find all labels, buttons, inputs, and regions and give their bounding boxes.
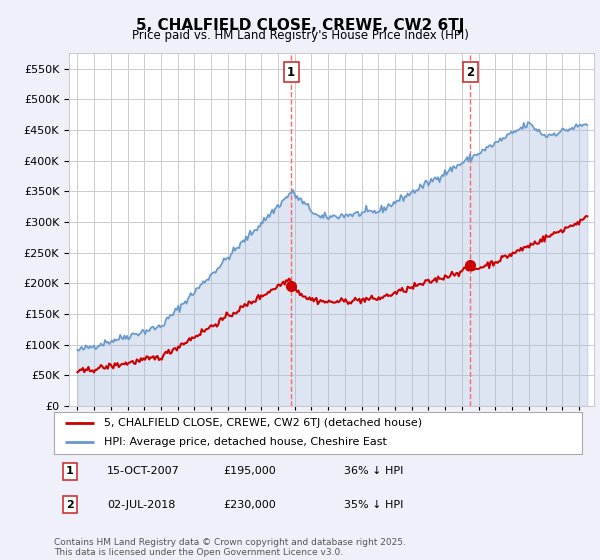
Text: 02-JUL-2018: 02-JUL-2018 bbox=[107, 500, 175, 510]
Text: 1: 1 bbox=[66, 466, 74, 476]
Text: 2: 2 bbox=[66, 500, 74, 510]
Text: 5, CHALFIELD CLOSE, CREWE, CW2 6TJ (detached house): 5, CHALFIELD CLOSE, CREWE, CW2 6TJ (deta… bbox=[104, 418, 422, 428]
Text: Contains HM Land Registry data © Crown copyright and database right 2025.
This d: Contains HM Land Registry data © Crown c… bbox=[54, 538, 406, 557]
Text: 36% ↓ HPI: 36% ↓ HPI bbox=[344, 466, 404, 476]
Text: £195,000: £195,000 bbox=[223, 466, 276, 476]
Text: HPI: Average price, detached house, Cheshire East: HPI: Average price, detached house, Ches… bbox=[104, 437, 387, 447]
Text: £230,000: £230,000 bbox=[223, 500, 276, 510]
Text: 5, CHALFIELD CLOSE, CREWE, CW2 6TJ: 5, CHALFIELD CLOSE, CREWE, CW2 6TJ bbox=[136, 18, 464, 33]
Text: 1: 1 bbox=[287, 66, 295, 78]
Text: Price paid vs. HM Land Registry's House Price Index (HPI): Price paid vs. HM Land Registry's House … bbox=[131, 29, 469, 42]
Text: 35% ↓ HPI: 35% ↓ HPI bbox=[344, 500, 404, 510]
Text: 15-OCT-2007: 15-OCT-2007 bbox=[107, 466, 179, 476]
Text: 2: 2 bbox=[466, 66, 475, 78]
